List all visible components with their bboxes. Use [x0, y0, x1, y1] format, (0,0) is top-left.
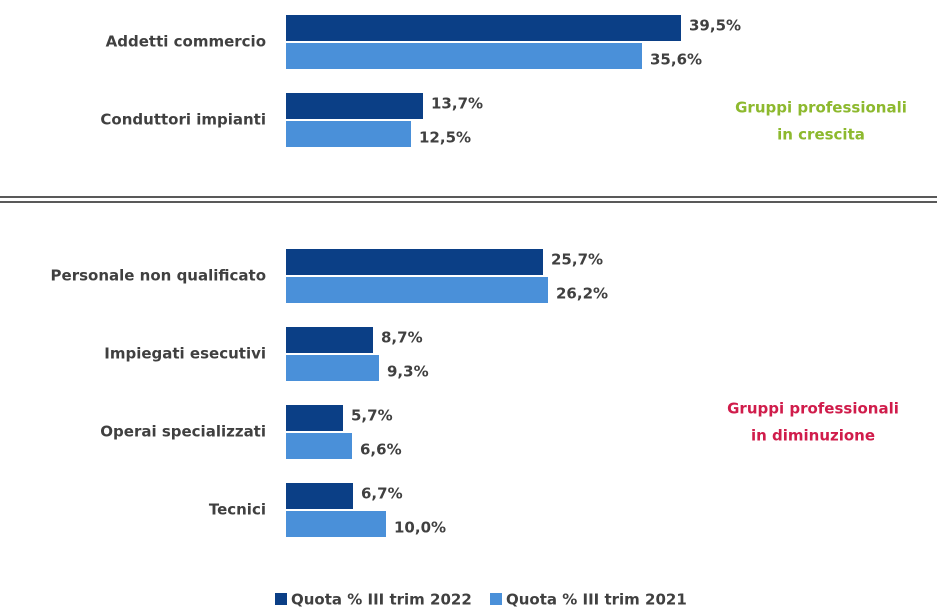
- bar: [286, 433, 352, 459]
- value-label: 8,7%: [381, 329, 423, 347]
- bar: [286, 15, 681, 41]
- category-label: Conduttori impianti: [100, 111, 266, 129]
- value-label: 5,7%: [351, 407, 393, 425]
- category-label: Impiegati esecutivi: [104, 345, 266, 363]
- value-label: 39,5%: [689, 17, 741, 35]
- category-label: Tecnici: [209, 501, 266, 519]
- bar: [286, 121, 411, 147]
- value-label: 12,5%: [419, 129, 471, 147]
- value-label: 35,6%: [650, 51, 702, 69]
- bar: [286, 355, 379, 381]
- value-label: 10,0%: [394, 519, 446, 537]
- bar: [286, 277, 548, 303]
- bar: [286, 249, 543, 275]
- value-label: 6,6%: [360, 441, 402, 459]
- annotation: in crescita: [777, 126, 865, 144]
- bar: [286, 327, 373, 353]
- legend-label: Quota % III trim 2021: [506, 591, 687, 608]
- category-label: Addetti commercio: [106, 33, 266, 51]
- value-label: 6,7%: [361, 485, 403, 503]
- category-label: Personale non qualificato: [51, 267, 266, 285]
- bar: [286, 511, 386, 537]
- value-label: 9,3%: [387, 363, 429, 381]
- value-label: 25,7%: [551, 251, 603, 269]
- legend-label: Quota % III trim 2022: [291, 591, 472, 608]
- bar: [286, 93, 423, 119]
- value-label: 13,7%: [431, 95, 483, 113]
- bar: [286, 405, 343, 431]
- bar: [286, 483, 353, 509]
- annotation: Gruppi professionali: [735, 99, 907, 117]
- annotation: Gruppi professionali: [727, 400, 899, 418]
- value-label: 26,2%: [556, 285, 608, 303]
- annotation: in diminuzione: [751, 427, 875, 445]
- legend-swatch: [275, 593, 287, 605]
- category-label: Operai specializzati: [100, 423, 266, 441]
- bar: [286, 43, 642, 69]
- legend-swatch: [490, 593, 502, 605]
